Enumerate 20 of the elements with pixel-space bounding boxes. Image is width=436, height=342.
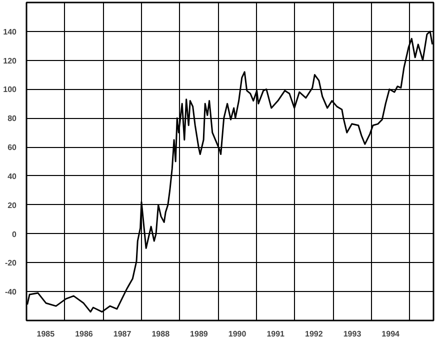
x-tick-label: 1987 (113, 330, 132, 338)
x-tick-label: 1988 (152, 330, 170, 338)
y-tick-label: 40 (8, 172, 18, 181)
y-tick-label: 140 (3, 27, 18, 36)
y-tick-label: 80 (8, 114, 18, 124)
x-tick-label: 1994 (382, 330, 400, 338)
y-tick-label: 120 (3, 56, 18, 66)
x-tick-label: 1985 (36, 330, 56, 338)
x-tick-label: 1991 (266, 330, 286, 338)
y-tick-label: 0 (12, 230, 18, 239)
x-tick-label: 1992 (305, 330, 324, 338)
x-tick-label: 1986 (75, 330, 94, 338)
y-tick-label: 20 (8, 200, 18, 210)
x-tick-label: 1990 (228, 330, 247, 338)
y-tick-label: -20 (4, 258, 18, 268)
x-tick-label: 1989 (190, 330, 208, 338)
y-tick-label: 60 (8, 143, 18, 152)
y-tick-label: -40 (4, 288, 18, 297)
x-tick-label: 1993 (343, 330, 362, 338)
y-tick-label: 100 (3, 85, 18, 94)
